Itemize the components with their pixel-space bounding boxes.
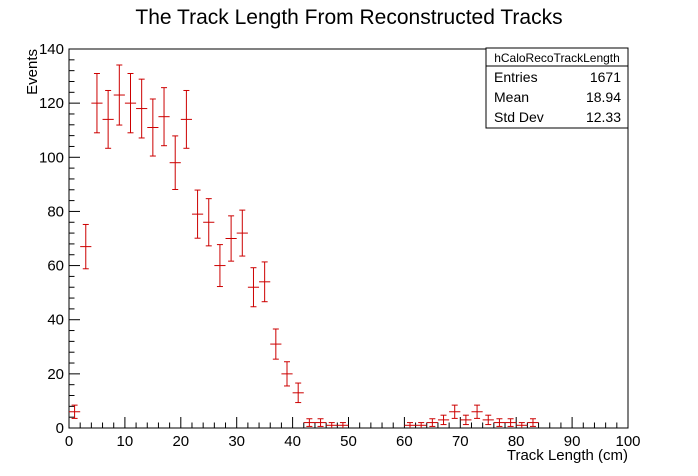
data-point <box>516 422 528 428</box>
data-points <box>69 64 539 428</box>
data-point <box>247 267 260 308</box>
x-tick-label: 70 <box>452 433 469 450</box>
data-point <box>426 418 438 427</box>
y-tick-label: 120 <box>39 95 64 112</box>
data-point <box>493 418 506 427</box>
stats-box: hCaloRecoTrackLength Entries 1671 Mean 1… <box>485 47 629 129</box>
data-point <box>69 404 81 419</box>
data-point <box>527 418 539 427</box>
chart-title: The Track Length From Reconstructed Trac… <box>135 6 562 29</box>
data-point <box>102 89 114 149</box>
data-point <box>147 98 159 157</box>
x-tick-label: 10 <box>117 433 134 450</box>
y-tick-label: 40 <box>47 312 64 329</box>
data-point <box>437 414 450 426</box>
data-point <box>158 87 170 147</box>
stats-box-title: hCaloRecoTrackLength <box>494 51 620 65</box>
data-point <box>169 135 181 190</box>
data-point <box>303 418 315 427</box>
x-tick-label: 100 <box>615 433 640 450</box>
data-point <box>505 418 517 427</box>
data-point <box>180 89 192 149</box>
data-point <box>482 414 494 426</box>
stats-entries-value: 1671 <box>590 69 621 85</box>
stats-stddev-label: Std Dev <box>494 109 544 125</box>
stats-mean-label: Mean <box>494 89 529 105</box>
x-tick-label: 30 <box>228 433 245 450</box>
data-point <box>80 223 92 270</box>
data-point <box>415 422 427 428</box>
x-tick-label: 50 <box>340 433 357 450</box>
x-axis-label: Track Length (cm) <box>507 447 628 464</box>
data-point <box>259 261 271 303</box>
data-point <box>471 404 483 419</box>
y-tick-label: 80 <box>47 203 64 220</box>
y-tick-label: 140 <box>39 41 64 58</box>
data-point <box>314 418 327 427</box>
data-point <box>191 189 204 239</box>
data-point <box>292 382 304 404</box>
y-tick-label: 0 <box>56 420 64 437</box>
x-tick-label: 90 <box>564 433 581 450</box>
data-point <box>203 198 215 247</box>
data-point <box>214 244 226 288</box>
x-tick-label: 80 <box>508 433 525 450</box>
data-point <box>281 361 293 387</box>
x-tick-label: 60 <box>396 433 413 450</box>
data-point <box>136 78 148 139</box>
data-point <box>270 328 282 360</box>
data-point <box>91 72 103 134</box>
data-point <box>124 72 137 134</box>
y-tick-label: 100 <box>39 149 64 166</box>
x-tick-label: 0 <box>65 433 73 450</box>
data-point <box>225 215 237 262</box>
data-point <box>404 422 416 428</box>
data-point <box>113 64 125 126</box>
x-tick-label: 20 <box>172 433 189 450</box>
axes: 0 10 20 30 40 50 60 70 80 90 100 0 20 40 60 80 100 120 140 <box>39 41 641 450</box>
stats-mean-value: 18.94 <box>586 89 621 105</box>
stats-entries-label: Entries <box>494 69 538 85</box>
y-axis-label: Events <box>24 49 41 95</box>
y-tick-label: 20 <box>47 366 64 383</box>
stats-stddev-value: 12.33 <box>586 109 621 125</box>
data-point <box>236 209 248 257</box>
data-point <box>449 404 461 419</box>
y-tick-label: 60 <box>47 258 64 275</box>
data-point <box>326 422 338 428</box>
data-point <box>337 422 349 428</box>
data-point <box>460 414 472 426</box>
x-tick-label: 40 <box>284 433 301 450</box>
